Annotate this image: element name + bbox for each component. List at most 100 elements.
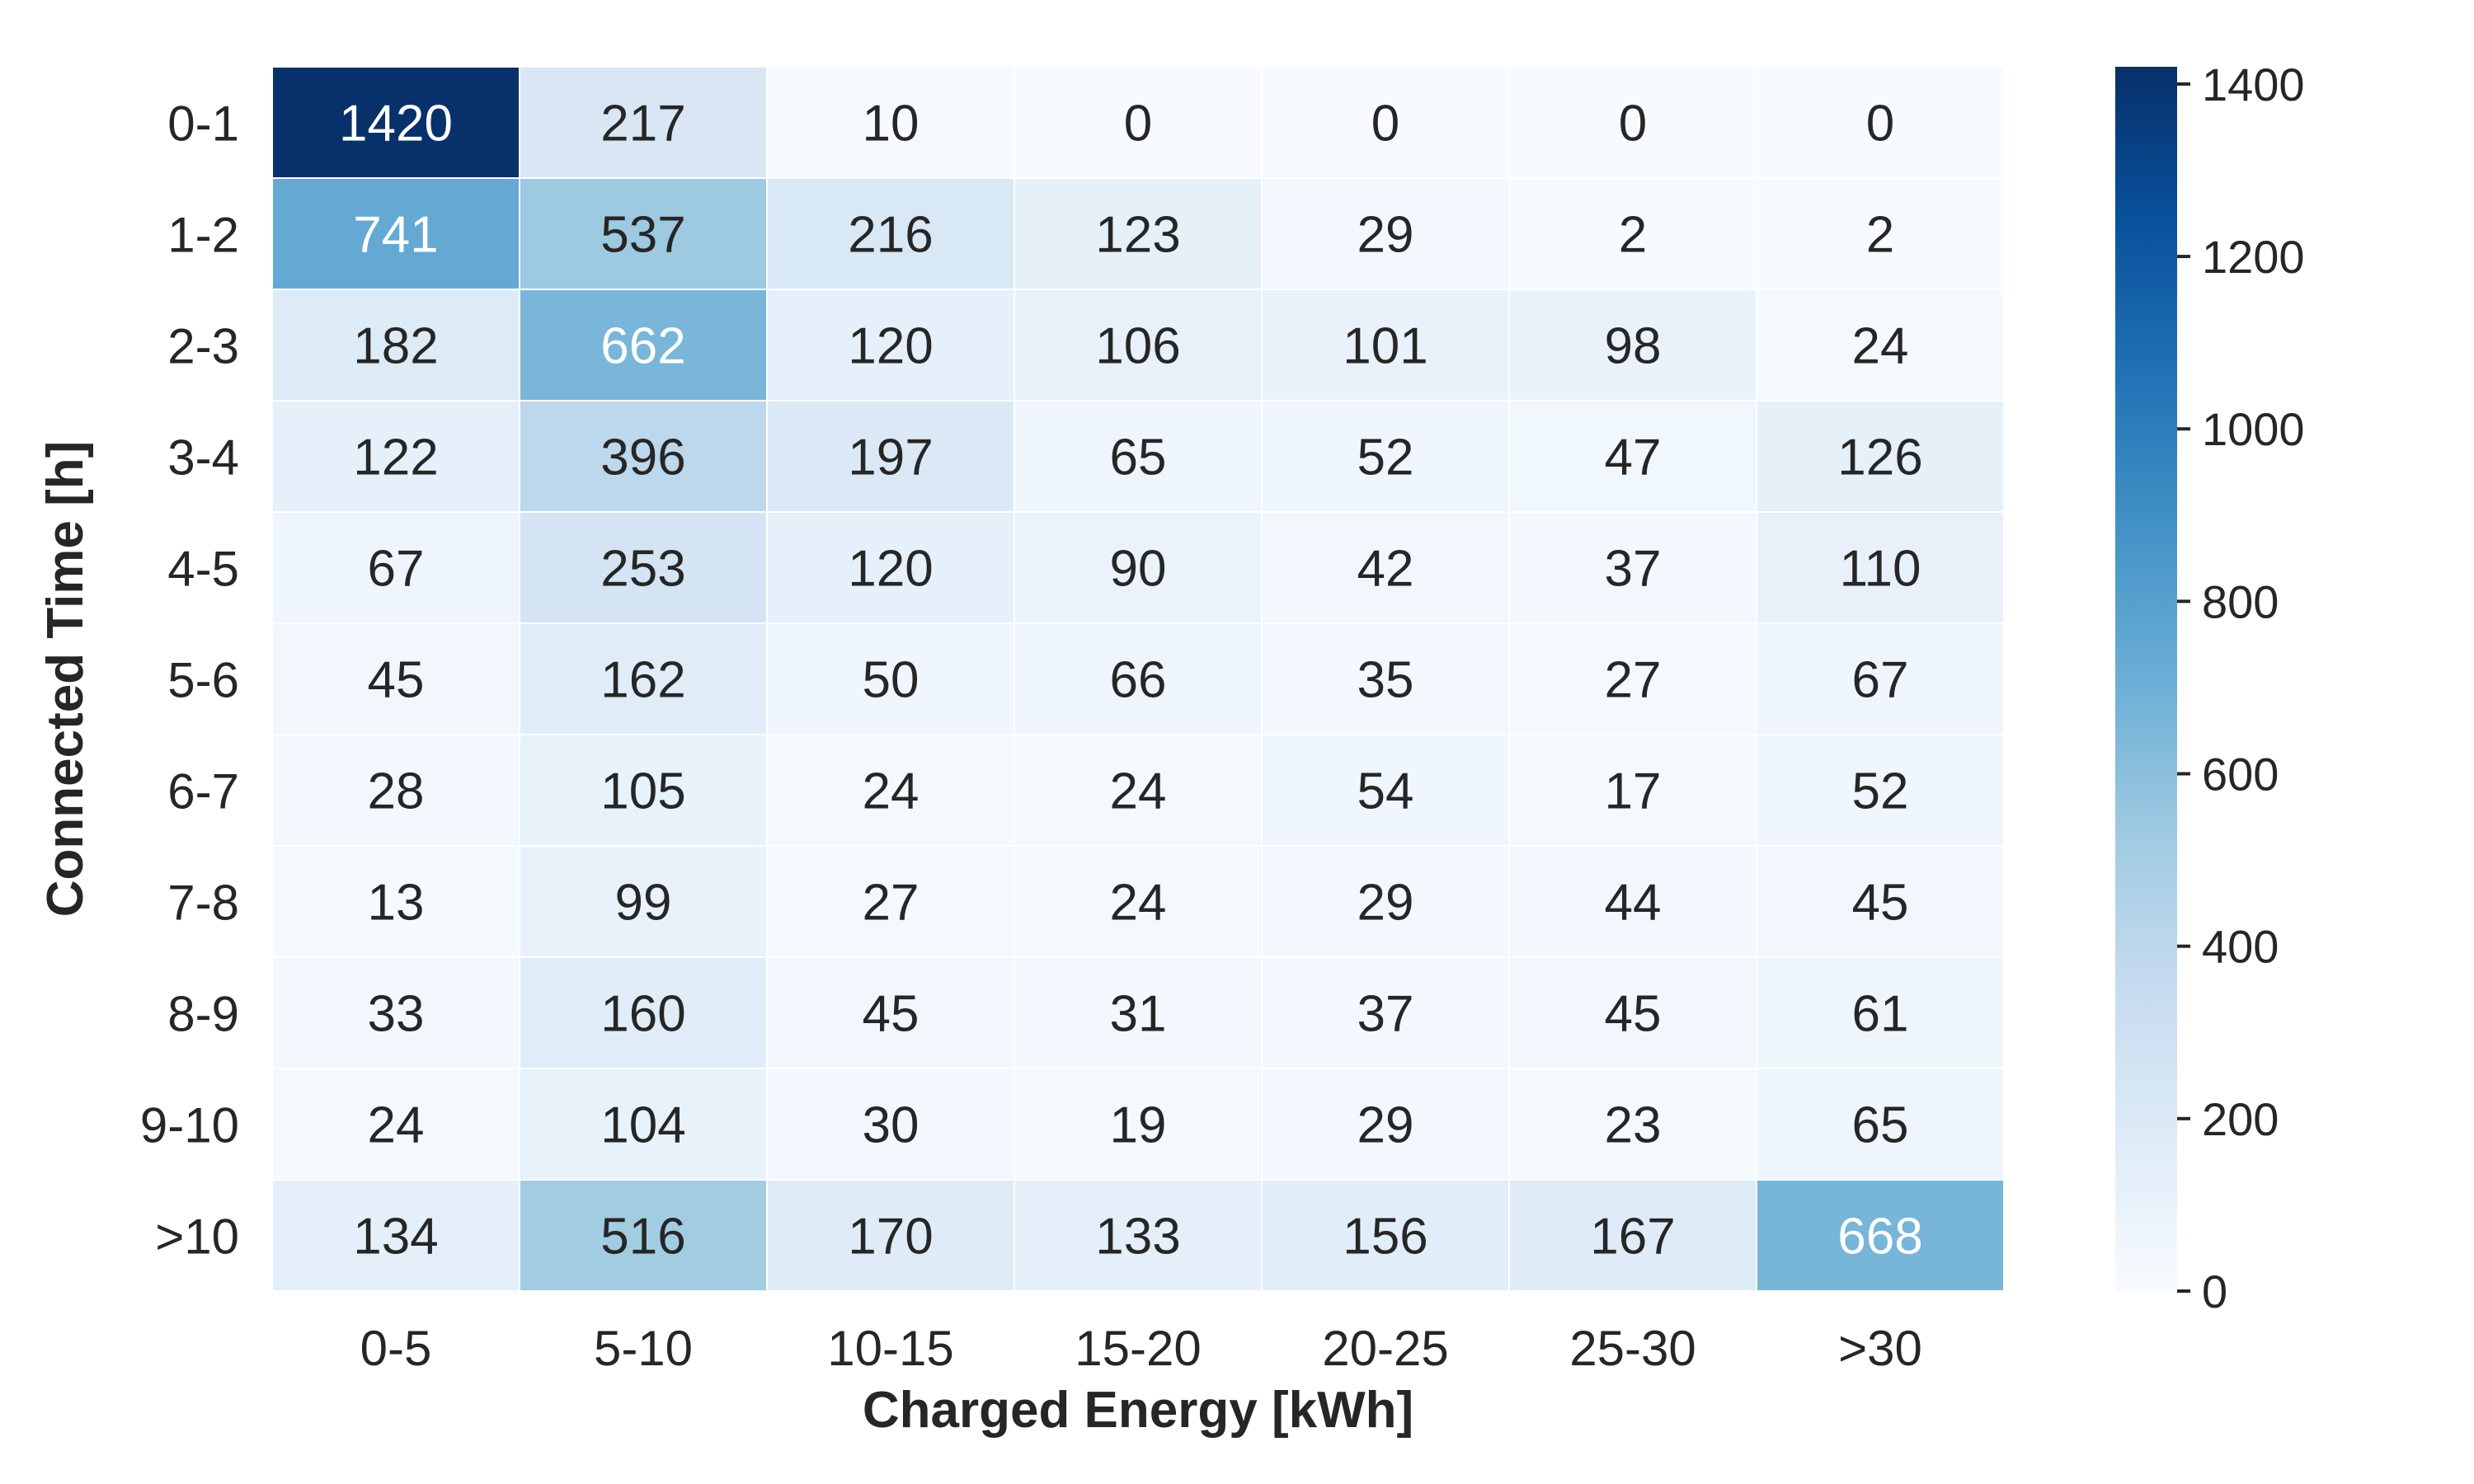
heatmap-cell [1261,734,1510,847]
cell-value-label: 160 [600,986,685,1043]
colorbar-ticks: 0 200 400 600 800 1000 1200 1400 [2177,59,2305,1317]
colorbar-tick-label: 800 [2202,575,2279,627]
heatmap-cell [1261,1068,1510,1181]
heatmap-cell [1508,845,1757,958]
cell-value-label: 253 [600,541,685,598]
heatmap-cell [271,66,520,179]
cell-value-label: 65 [1110,430,1167,486]
colorbar-tick-label: 400 [2202,921,2279,973]
cell-value-label: 216 [848,207,933,264]
cell-value-label: 67 [368,541,425,598]
heatmap-cell [1261,956,1510,1069]
heatmap-cell [1014,289,1263,402]
cell-value-label: 42 [1357,541,1414,598]
cell-value-label: 50 [863,652,920,709]
heatmap-cell [1014,734,1263,847]
cell-value-label: 19 [1110,1097,1167,1154]
colorbar-gradient [2115,67,2177,1291]
cell-value-label: 162 [600,652,685,709]
heatmap-cell [519,289,768,402]
cell-value-label: 45 [863,986,920,1043]
heatmap-cells [271,66,2005,1292]
cell-value-label: 37 [1357,986,1414,1043]
heatmap-cell [1756,1068,2005,1181]
cell-value-label: 24 [1110,875,1167,932]
cell-value-label: 66 [1110,652,1167,709]
heatmap-cell [1756,511,2005,624]
heatmap-cell [1014,1179,1263,1292]
cell-value-label: 156 [1343,1209,1427,1266]
heatmap-cell [766,511,1015,624]
cell-value-label: 27 [1605,652,1662,709]
cell-value-label: 110 [1840,541,1921,598]
heatmap-cell [519,66,768,179]
colorbar: 0 200 400 600 800 1000 1200 1400 [2115,59,2305,1317]
y-tick-label: 1-2 [167,208,239,263]
cell-value-label: 0 [1371,96,1399,153]
heatmap-cell [1508,734,1757,847]
x-tick-label: >30 [1838,1321,1922,1376]
cell-value-label: 0 [1124,96,1152,153]
heatmap-cell [1756,734,2005,847]
heatmap-cell [1756,845,2005,958]
heatmap-cell [1508,1068,1757,1181]
heatmap-cell [1508,66,1757,179]
heatmap-cell [1756,177,2005,290]
cell-value-label: 29 [1357,1097,1414,1154]
heatmap-cell [271,734,520,847]
cell-value-label: 122 [353,430,438,486]
y-tick-label: 2-3 [167,319,239,374]
heatmap-cell [766,289,1015,402]
cell-value-label: 197 [848,430,933,486]
heatmap-cell [271,289,520,402]
heatmap-cell [519,845,768,958]
heatmap-cell [271,622,520,735]
cell-value-label: 44 [1605,875,1662,932]
y-axis-title: Connected Time [h] [37,441,94,918]
cell-value-label: 126 [1837,430,1922,486]
cell-value-label: 99 [615,875,672,932]
x-axis-title: Charged Energy [kWh] [863,1382,1413,1439]
heatmap-cell [1756,622,2005,735]
colorbar-tick-label: 200 [2202,1093,2279,1145]
colorbar-tick-label: 600 [2202,749,2279,801]
cell-value-label: 120 [848,318,933,375]
heatmap-cell [766,66,1015,179]
cell-value-label: 123 [1095,207,1180,264]
x-tick-labels: 0-5 5-10 10-15 15-20 20-25 25-30 >30 [360,1321,1922,1376]
heatmap-cell [766,1068,1015,1181]
heatmap-cell [271,956,520,1069]
cell-value-label: 396 [600,430,685,486]
cell-value-label: 45 [1605,986,1662,1043]
cell-value-label: 0 [1866,96,1894,153]
cell-value-label: 167 [1590,1209,1675,1266]
y-tick-label: 8-9 [167,987,239,1042]
cell-value-label: 90 [1110,541,1167,598]
heatmap-cell [1261,845,1510,958]
cell-value-label: 217 [600,96,685,153]
heatmap-cell [519,400,768,513]
y-tick-label: 4-5 [167,542,239,597]
cell-value-label: 170 [848,1209,933,1266]
heatmap-cell [519,1179,768,1292]
heatmap-cell-labels: 1420 217 10 0 0 0 0 741 537 216 123 29 2 2 182 662 120 10… [339,96,1923,1266]
heatmap-cell [271,845,520,958]
y-tick-label: 3-4 [167,430,239,486]
cell-value-label: 2 [1866,207,1894,264]
heatmap-cell [271,177,520,290]
cell-value-label: 106 [1095,318,1180,375]
heatmap-cell [271,400,520,513]
cell-value-label: 182 [353,318,438,375]
cell-value-label: 101 [1343,318,1427,375]
heatmap-cell [1756,400,2005,513]
cell-value-label: 104 [600,1097,685,1154]
cell-value-label: 24 [368,1097,425,1154]
y-tick-labels: 0-1 1-2 2-3 3-4 4-5 5-6 6-7 7-8 8-9 9-10 >10 [140,96,239,1265]
heatmap-cell [1014,400,1263,513]
cell-value-label: 98 [1605,318,1662,375]
cell-value-label: 33 [368,986,425,1043]
heatmap-cell [1014,66,1263,179]
heatmap-cell [1756,1179,2005,1292]
heatmap-cell [1756,289,2005,402]
